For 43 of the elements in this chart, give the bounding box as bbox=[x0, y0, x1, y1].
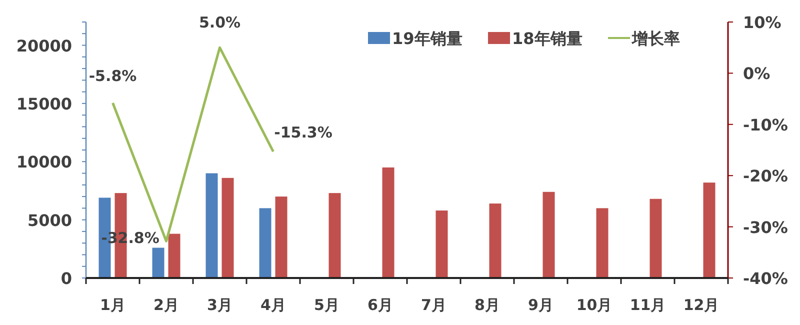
bar bbox=[168, 234, 180, 278]
y2-tick-label: 10% bbox=[743, 13, 782, 32]
bar bbox=[275, 196, 288, 278]
data-label: 5.0% bbox=[198, 14, 241, 32]
bar bbox=[436, 210, 448, 278]
bar bbox=[703, 182, 716, 278]
x-tick-label: 6月 bbox=[368, 296, 393, 314]
x-tick-label: 2月 bbox=[154, 296, 179, 314]
x-tick-label: 5月 bbox=[314, 296, 340, 314]
x-tick-label: 10月 bbox=[576, 296, 612, 314]
bar bbox=[152, 248, 164, 278]
y2-tick-label: -30% bbox=[743, 218, 788, 237]
bar bbox=[489, 204, 502, 278]
x-tick-label: 3月 bbox=[207, 296, 232, 314]
bar bbox=[382, 167, 394, 278]
bar bbox=[259, 208, 272, 278]
bar bbox=[222, 178, 234, 278]
y2-tick-label: -10% bbox=[743, 115, 788, 134]
x-tick-label: 1月 bbox=[100, 296, 126, 314]
y2-tick-label: -20% bbox=[743, 166, 788, 186]
x-tick-label: 8月 bbox=[474, 296, 500, 314]
data-label: -5.8% bbox=[88, 66, 137, 85]
y-tick-label: 15000 bbox=[16, 94, 72, 114]
legend-label: 19年销量 bbox=[392, 29, 462, 48]
bar bbox=[650, 198, 662, 278]
bar bbox=[328, 193, 341, 278]
y-tick-label: 5000 bbox=[27, 210, 72, 230]
y-tick-label: 0 bbox=[60, 269, 72, 288]
y-tick-label: 10000 bbox=[16, 152, 72, 172]
x-tick-label: 9月 bbox=[528, 296, 554, 314]
x-tick-label: 12月 bbox=[683, 296, 720, 314]
legend-label: 18年销量 bbox=[512, 29, 582, 48]
y2-tick-label: 0% bbox=[743, 64, 770, 84]
data-label: -15.3% bbox=[274, 124, 332, 142]
bar bbox=[206, 173, 218, 278]
x-tick-label: 7月 bbox=[421, 296, 446, 314]
bar bbox=[596, 208, 608, 278]
x-tick-label: 4月 bbox=[260, 296, 286, 314]
y-tick-label: 20000 bbox=[16, 36, 72, 56]
legend-label: 增长率 bbox=[631, 29, 680, 48]
y2-tick-label: -40% bbox=[743, 269, 788, 288]
x-tick-label: 11月 bbox=[630, 296, 666, 314]
bar bbox=[542, 192, 555, 278]
